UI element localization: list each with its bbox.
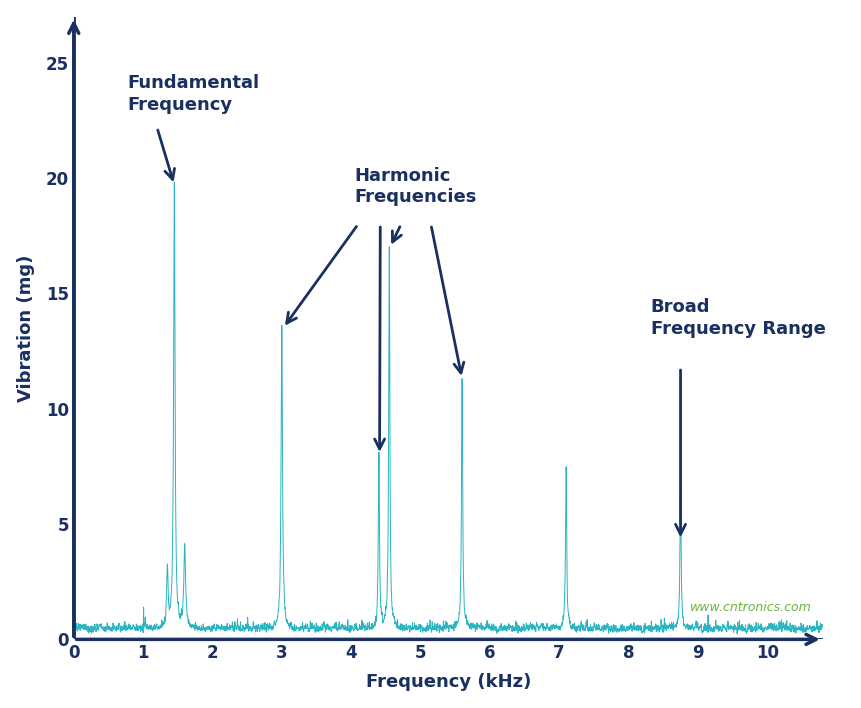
Text: Fundamental
Frequency: Fundamental Frequency — [127, 74, 260, 114]
X-axis label: Frequency (kHz): Frequency (kHz) — [366, 673, 531, 691]
Text: www.cntronics.com: www.cntronics.com — [690, 602, 811, 615]
Y-axis label: Vibration (mg): Vibration (mg) — [16, 254, 34, 401]
Text: Broad
Frequency Range: Broad Frequency Range — [651, 298, 826, 338]
Text: Harmonic
Frequencies: Harmonic Frequencies — [355, 166, 477, 206]
